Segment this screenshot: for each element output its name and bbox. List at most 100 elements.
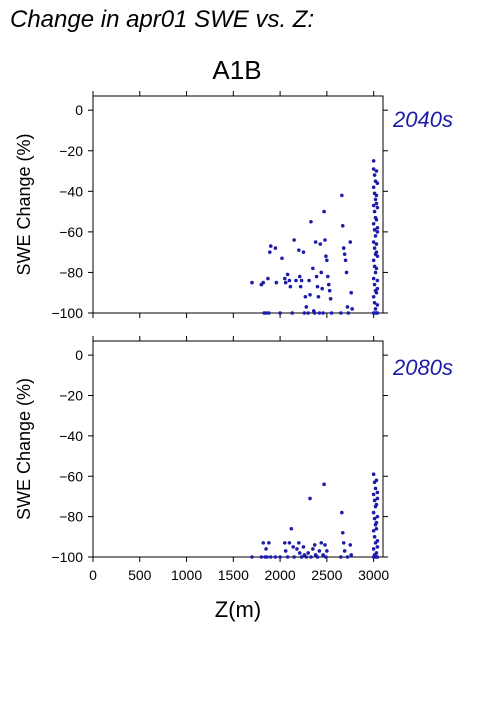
data-point-2040s (267, 311, 271, 315)
data-point-2080s (340, 510, 344, 515)
data-point-2080s (372, 516, 377, 521)
data-point-2040s (346, 311, 351, 315)
data-point-2040s (375, 230, 380, 234)
data-point-2040s (318, 242, 323, 246)
data-point-2080s (374, 502, 379, 507)
data-point-2040s (342, 252, 347, 256)
y-tick-label-2040s: −40 (59, 183, 83, 199)
data-point-2040s (303, 294, 308, 299)
data-point-2080s (282, 541, 287, 545)
data-point-2040s (371, 167, 376, 171)
data-point-2040s (375, 278, 380, 283)
data-point-2080s (261, 541, 266, 545)
data-point-2080s (372, 498, 377, 503)
data-point-2080s (324, 555, 328, 559)
x-tick-label-2080s: 1000 (171, 567, 202, 583)
data-point-2040s (312, 311, 317, 315)
y-axis-title-2040s: SWE Change (%) (14, 133, 34, 275)
data-point-2040s (297, 248, 301, 252)
data-point-2040s (307, 278, 311, 283)
data-point-2080s (309, 555, 313, 559)
data-point-2080s (371, 510, 376, 515)
data-point-2040s (274, 280, 279, 285)
data-point-2040s (375, 181, 380, 186)
data-point-2080s (308, 496, 312, 501)
data-point-2080s (285, 555, 290, 559)
data-point-2080s (371, 547, 376, 551)
data-point-2080s (348, 543, 353, 547)
data-point-2080s (349, 553, 353, 557)
data-point-2040s (292, 238, 296, 242)
data-point-2080s (273, 555, 278, 559)
x-tick-label-2080s: 1500 (218, 567, 249, 583)
data-point-2040s (372, 282, 377, 287)
data-point-2080s (295, 547, 299, 551)
data-point-2040s (304, 305, 309, 309)
data-point-2040s (372, 173, 377, 177)
data-point-2080s (375, 539, 380, 543)
data-point-2040s (372, 209, 377, 214)
data-point-2040s (327, 288, 332, 293)
data-point-2040s (288, 284, 293, 289)
y-tick-label-2080s: −60 (59, 468, 83, 484)
data-point-2080s (340, 530, 345, 535)
data-point-2040s (375, 254, 380, 259)
data-point-2080s (301, 545, 306, 549)
x-tick-label-2080s: 500 (128, 567, 152, 583)
data-point-2040s (343, 258, 348, 263)
data-point-2040s (371, 258, 376, 263)
data-point-2040s (348, 240, 353, 244)
data-point-2080s (345, 555, 350, 559)
data-point-2040s (374, 193, 379, 198)
data-point-2080s (289, 526, 294, 531)
data-point-2040s (350, 307, 354, 311)
data-point-2040s (319, 270, 324, 275)
x-axis-title: Z(m) (215, 597, 261, 622)
data-point-2040s (371, 185, 376, 190)
data-point-2040s (374, 266, 379, 271)
data-point-2080s (371, 555, 376, 559)
data-point-2040s (371, 203, 376, 208)
data-point-2080s (375, 514, 380, 519)
data-point-2080s (304, 555, 309, 559)
data-point-2080s (317, 549, 322, 553)
data-point-2040s (309, 219, 313, 224)
page-title: Change in apr01 SWE vs. Z: (10, 6, 315, 33)
data-point-2080s (268, 555, 273, 559)
data-point-2080s (287, 541, 292, 545)
y-tick-label-2080s: −40 (59, 428, 83, 444)
data-point-2040s (375, 286, 380, 291)
data-point-2040s (261, 280, 266, 285)
data-point-2040s (323, 238, 327, 242)
data-point-2040s (375, 311, 380, 315)
data-point-2080s (297, 551, 302, 555)
data-point-2080s (250, 555, 254, 559)
y-tick-label-2040s: −60 (59, 224, 83, 240)
data-point-2040s (313, 240, 318, 244)
data-point-2040s (266, 276, 270, 281)
data-point-2040s (250, 280, 254, 285)
data-point-2080s (265, 555, 269, 559)
data-point-2080s (321, 553, 325, 557)
y-axis-title-2080s: SWE Change (%) (14, 378, 34, 520)
data-point-2040s (329, 311, 334, 315)
data-point-2040s (373, 234, 378, 238)
data-point-2040s (371, 240, 376, 244)
data-point-2040s (280, 256, 284, 261)
data-point-2080s (372, 535, 377, 539)
data-point-2040s (317, 311, 322, 315)
data-point-2040s (308, 292, 312, 297)
data-point-2040s (326, 282, 331, 287)
data-point-2040s (302, 311, 307, 315)
data-point-2040s (374, 169, 379, 173)
data-point-2040s (264, 311, 268, 315)
data-point-2080s (342, 549, 347, 553)
data-point-2080s (267, 541, 271, 545)
data-point-2080s (278, 555, 282, 559)
data-point-2040s (278, 311, 282, 315)
data-point-2080s (325, 549, 329, 553)
y-tick-label-2040s: 0 (75, 102, 83, 118)
data-point-2040s (374, 290, 379, 295)
data-point-2080s (319, 541, 324, 545)
